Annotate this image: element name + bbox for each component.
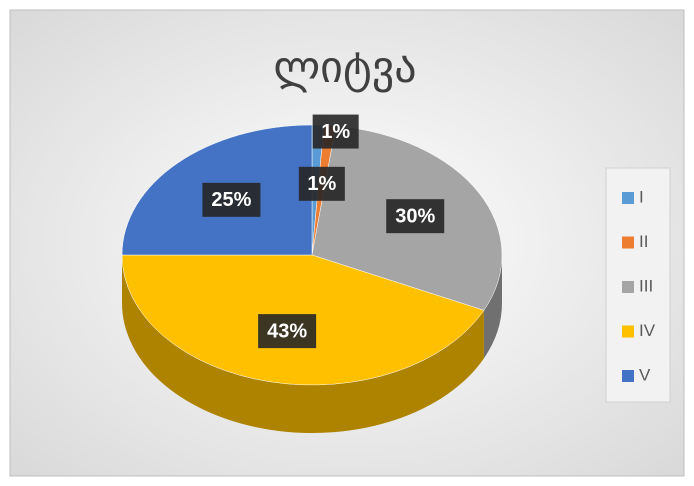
legend-box bbox=[605, 167, 671, 403]
legend-label: II bbox=[639, 232, 648, 251]
data-label: 1% bbox=[307, 173, 336, 195]
legend-marker bbox=[622, 192, 634, 204]
legend-label: III bbox=[639, 276, 653, 295]
legend-label: V bbox=[639, 365, 651, 384]
data-label-box bbox=[312, 114, 359, 149]
slice-side bbox=[122, 255, 484, 433]
legend-label: IV bbox=[639, 321, 656, 340]
legend-marker bbox=[622, 236, 634, 249]
data-label-box bbox=[258, 314, 317, 349]
data-label: 30% bbox=[395, 205, 435, 227]
legend-label: I bbox=[639, 187, 644, 206]
data-label-box bbox=[386, 199, 445, 234]
data-label-box bbox=[202, 182, 261, 217]
data-label: 43% bbox=[267, 320, 307, 342]
legend-marker bbox=[622, 325, 634, 338]
data-label: 1% bbox=[321, 121, 350, 143]
legend-marker bbox=[622, 281, 634, 293]
data-label-box bbox=[298, 166, 345, 201]
data-label: 25% bbox=[211, 189, 251, 211]
chart-title: ლიტვა bbox=[273, 42, 416, 93]
slice-side bbox=[483, 255, 502, 359]
legend-marker bbox=[622, 370, 634, 382]
